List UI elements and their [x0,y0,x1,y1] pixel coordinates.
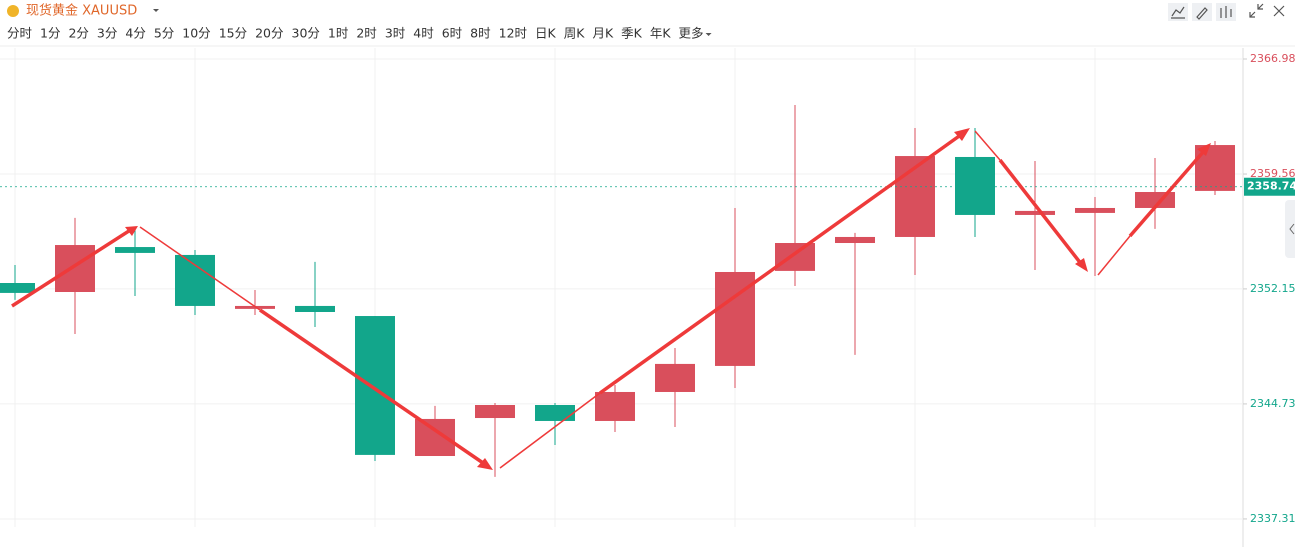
period-tab[interactable]: 季K [621,26,643,41]
period-tab[interactable]: 12时 [499,26,528,41]
period-tab[interactable]: 5分 [154,26,174,41]
plot: 2337.31 2344.73 2352.15 2359.56 2366.98 2358.… [0,45,1295,547]
period-tab[interactable]: 2时 [356,26,377,41]
candle-body [835,236,875,244]
period-tab[interactable]: 6时 [442,26,463,41]
period-tab[interactable]: 分时 [7,26,33,41]
period-tab[interactable]: 4分 [125,26,145,41]
candle-body [295,305,335,312]
period-bar: 分时 1分 2分 3分 4分 5分 10分 15分 20分 30分 1时 2时 3时 4时 6时 8时 12时日… [7,26,712,41]
period-tab[interactable]: 3时 [385,26,406,41]
y-tick-label: 2337.31 [1250,512,1295,525]
period-tab[interactable]: 30分 [292,26,320,41]
symbol-title[interactable]: 现货黄金 XAUUSD [26,3,137,19]
period-tab[interactable]: 更多 [679,26,704,41]
trend-arrows [11,128,1211,470]
y-tick-label: 2344.73 [1250,397,1295,410]
icon-close[interactable] [1273,5,1285,17]
candle-body [595,391,635,421]
candle-body [55,245,95,292]
candle-body [415,418,455,457]
period-tab[interactable]: 周K [564,26,586,41]
last-price-label: 2358.74 [1247,180,1295,193]
candle-body [1075,207,1115,213]
candle-body [1015,210,1055,215]
period-tab[interactable]: 8时 [470,26,491,41]
period-tab[interactable]: 3分 [97,26,117,41]
side-handle[interactable] [1285,200,1295,258]
period-tab[interactable]: 1分 [40,26,60,41]
y-tick-label: 2359.56 [1250,167,1295,180]
icon-fullscreen[interactable] [1249,3,1264,18]
candle-body [775,243,815,271]
dropdown-caret[interactable] [153,9,159,12]
candle-body [955,156,995,215]
candle-body [0,283,35,293]
period-tab[interactable]: 日K [535,26,557,41]
candle-body [115,247,155,253]
period-tab[interactable]: 2分 [68,26,88,41]
period-tab[interactable]: 10分 [182,26,210,41]
header: 现货黄金 XAUUSD [7,3,1285,21]
candle-body [655,363,695,392]
last-price-tag [1244,177,1295,196]
period-tab[interactable]: 4时 [413,26,434,41]
candle-body [535,405,575,421]
period-tab[interactable]: 20分 [255,26,283,41]
y-tick-label: 2352.15 [1250,282,1295,295]
more-caret [705,33,712,36]
period-tab[interactable]: 1时 [328,26,349,41]
period-tab[interactable]: 年K [650,26,672,41]
y-tick-label: 2366.98 [1250,52,1295,65]
candle-body [475,405,515,419]
gold-icon [7,5,19,17]
period-tab[interactable]: 月K [592,26,614,41]
candle-body [355,316,395,455]
candle-body [175,254,215,306]
period-tab[interactable]: 15分 [219,26,247,41]
tool-icons [1168,3,1285,21]
